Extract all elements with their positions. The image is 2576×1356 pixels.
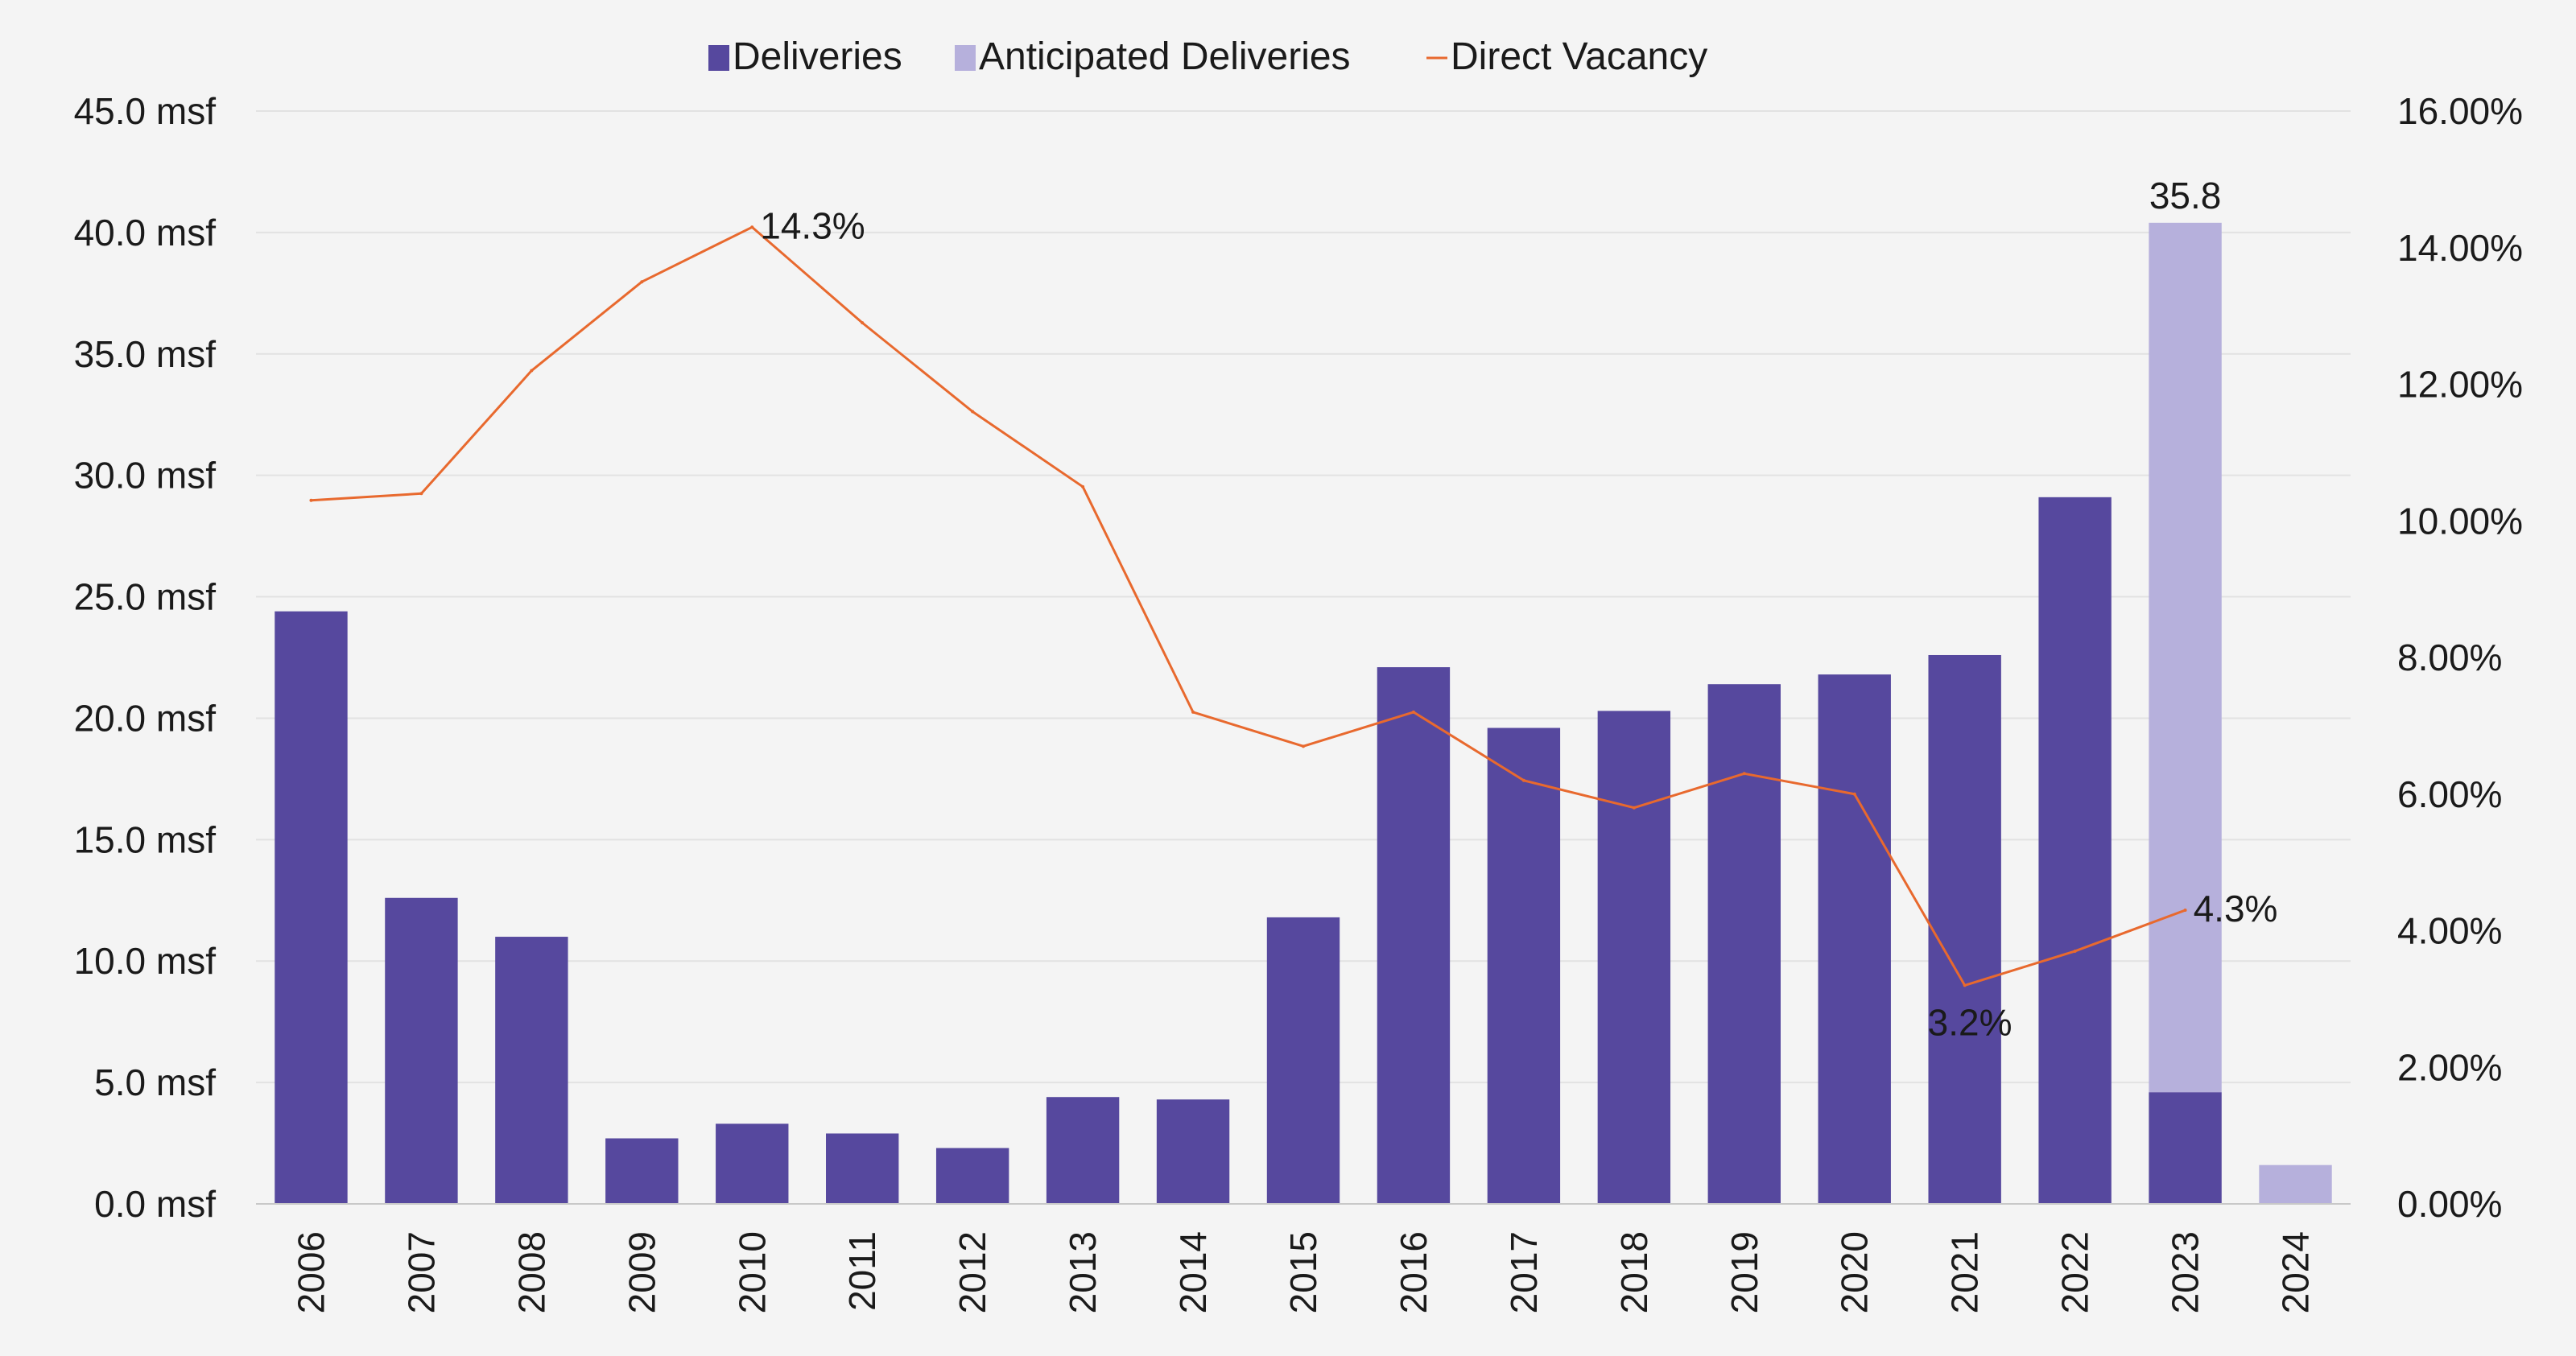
x-tick-label: 2014 bbox=[1172, 1231, 1214, 1313]
bar-deliveries bbox=[1046, 1097, 1120, 1204]
gridlines bbox=[256, 110, 2351, 1084]
bar-deliveries bbox=[1156, 1099, 1230, 1204]
bars-layer bbox=[275, 222, 2332, 1204]
y-left-tick-label: 45.0 msf bbox=[74, 90, 217, 132]
bar-deliveries bbox=[935, 1148, 1009, 1204]
bar-deliveries bbox=[1818, 674, 1891, 1204]
direct-vacancy-point bbox=[1191, 710, 1195, 714]
bar-deliveries bbox=[495, 937, 568, 1204]
y-right-tick-label: 2.00% bbox=[2397, 1046, 2502, 1088]
y-right-tick-label: 14.00% bbox=[2397, 227, 2523, 269]
direct-vacancy-point bbox=[861, 321, 865, 325]
direct-vacancy-point bbox=[530, 369, 534, 373]
y-right-tick-label: 12.00% bbox=[2397, 364, 2523, 406]
bar-deliveries bbox=[275, 611, 348, 1204]
bar-anticipated-deliveries bbox=[2149, 222, 2222, 1093]
x-tick-label: 2021 bbox=[1944, 1231, 1986, 1313]
legend-label: Direct Vacancy bbox=[1451, 35, 1707, 78]
y-left-tick-label: 30.0 msf bbox=[74, 455, 217, 497]
y-left-tick-label: 10.0 msf bbox=[74, 940, 217, 982]
x-tick-label: 2015 bbox=[1282, 1231, 1324, 1313]
x-tick-label: 2011 bbox=[841, 1231, 883, 1311]
y-right-tick-label: 10.00% bbox=[2397, 500, 2523, 542]
bar-deliveries bbox=[1266, 917, 1340, 1204]
y-left-tick-label: 40.0 msf bbox=[74, 212, 217, 253]
x-tick-label: 2024 bbox=[2275, 1231, 2317, 1313]
x-tick-label: 2018 bbox=[1613, 1231, 1655, 1313]
x-tick-label: 2022 bbox=[2054, 1231, 2096, 1313]
direct-vacancy-point bbox=[1742, 772, 1746, 776]
direct-vacancy-point bbox=[1521, 778, 1525, 782]
x-tick-label: 2007 bbox=[400, 1231, 442, 1313]
data-label: 14.3% bbox=[760, 204, 865, 246]
bar-deliveries bbox=[1707, 684, 1781, 1204]
x-tick-label: 2020 bbox=[1834, 1231, 1876, 1313]
legend-label: Deliveries bbox=[733, 35, 902, 78]
direct-vacancy-point bbox=[1963, 983, 1967, 987]
x-tick-label: 2016 bbox=[1393, 1231, 1435, 1313]
legend-label: Anticipated Deliveries bbox=[979, 35, 1351, 78]
data-label: 35.8 bbox=[2149, 175, 2222, 216]
vacancy-line-layer bbox=[309, 225, 2187, 987]
y-left-tick-label: 35.0 msf bbox=[74, 333, 217, 375]
data-label: 3.2% bbox=[1928, 1001, 2013, 1043]
x-tick-label: 2019 bbox=[1724, 1231, 1765, 1313]
x-tick-label: 2023 bbox=[2165, 1231, 2207, 1313]
bar-deliveries bbox=[2038, 497, 2112, 1204]
bar-deliveries bbox=[605, 1138, 679, 1204]
bar-deliveries bbox=[1487, 727, 1561, 1204]
bar-deliveries bbox=[1928, 654, 2001, 1204]
legend-swatch bbox=[955, 45, 976, 71]
x-tick-label: 2017 bbox=[1503, 1231, 1545, 1313]
x-tick-label: 2006 bbox=[290, 1231, 332, 1313]
y-right-tick-label: 16.00% bbox=[2397, 90, 2523, 132]
y-right-tick-label: 4.00% bbox=[2397, 910, 2502, 952]
direct-vacancy-point bbox=[2073, 949, 2077, 953]
axes-layer: 0.0 msf 5.0 msf 10.0 msf 15.0 msf 20.0 msf 25… bbox=[74, 90, 2523, 1313]
x-tick-label: 2009 bbox=[621, 1231, 663, 1313]
direct-vacancy-point bbox=[309, 498, 313, 502]
y-right-tick-label: 8.00% bbox=[2397, 637, 2502, 678]
bar-deliveries bbox=[826, 1133, 899, 1204]
y-right-tick-label: 6.00% bbox=[2397, 773, 2502, 815]
x-tick-label: 2010 bbox=[731, 1231, 773, 1313]
direct-vacancy-point bbox=[1411, 710, 1415, 714]
y-right-tick-label: 0.00% bbox=[2397, 1183, 2502, 1225]
bar-deliveries bbox=[1377, 667, 1451, 1204]
direct-vacancy-point bbox=[1081, 484, 1085, 488]
y-left-tick-label: 20.0 msf bbox=[74, 697, 217, 739]
bar-deliveries bbox=[385, 897, 458, 1204]
x-tick-label: 2013 bbox=[1062, 1231, 1104, 1313]
bar-deliveries bbox=[1597, 711, 1671, 1204]
x-tick-label: 2012 bbox=[952, 1231, 993, 1313]
y-left-tick-label: 15.0 msf bbox=[74, 818, 217, 860]
data-label: 4.3% bbox=[2194, 888, 2278, 929]
direct-vacancy-point bbox=[1852, 792, 1856, 796]
direct-vacancy-line bbox=[311, 225, 2186, 987]
y-left-tick-label: 0.0 msf bbox=[94, 1183, 216, 1225]
direct-vacancy-point bbox=[1632, 806, 1636, 810]
data-labels-layer: 35.8 14.3% 3.2% 4.3% bbox=[760, 175, 2277, 1044]
legend-swatch bbox=[708, 45, 729, 71]
bar-deliveries bbox=[2149, 1092, 2222, 1204]
y-left-tick-label: 5.0 msf bbox=[94, 1061, 216, 1103]
legend: Deliveries Anticipated Deliveries Direct V… bbox=[708, 35, 1707, 78]
direct-vacancy-point bbox=[750, 225, 754, 229]
bar-deliveries bbox=[716, 1123, 789, 1204]
direct-vacancy-point bbox=[419, 492, 423, 496]
x-tick-label: 2008 bbox=[510, 1231, 552, 1313]
bar-anticipated-deliveries bbox=[2259, 1164, 2332, 1204]
direct-vacancy-point bbox=[2183, 909, 2187, 913]
direct-vacancy-point bbox=[1302, 744, 1305, 748]
y-left-tick-label: 25.0 msf bbox=[74, 576, 217, 618]
direct-vacancy-point bbox=[971, 410, 975, 414]
direct-vacancy-point bbox=[640, 280, 644, 284]
